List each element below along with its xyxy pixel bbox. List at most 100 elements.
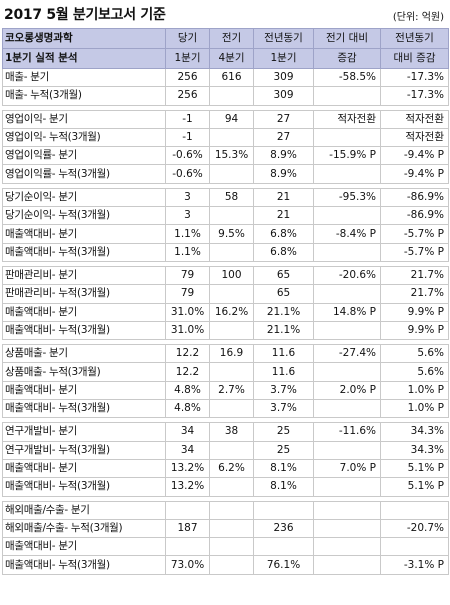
prev-year-quarter-cell: 3.7% (253, 380, 314, 401)
prev-year-quarter-cell: 11.6 (253, 344, 314, 364)
yoy-change-cell: 9.9% P (380, 302, 449, 322)
row-label-cell: 영업이익률- 누적(3개월) (2, 164, 166, 184)
row-label-cell: 매출액대비- 누적(3개월) (2, 320, 166, 341)
table-row: 연구개발비- 분기 34 38 25 -11.6% 34.3% (2, 422, 449, 442)
table-row: 해외매출/수출- 누적(3개월) 187 236 -20.7% (2, 518, 449, 539)
prev-year-quarter-cell: 236 (253, 518, 314, 539)
prev-year-quarter-cell: 8.9% (253, 164, 314, 184)
prev-quarter-cell: 6.2% (209, 458, 254, 479)
qoq-change-cell: -8.4% P (313, 224, 381, 244)
qoq-change-cell (313, 242, 381, 262)
prev-quarter-cell: 616 (209, 67, 254, 88)
qoq-change-cell (313, 537, 381, 557)
row-label-cell: 매출액대비- 분기 (2, 537, 166, 557)
prev-quarter-cell (209, 86, 254, 106)
yoy-change-cell: 5.1% P (380, 458, 449, 479)
table-row: 매출액대비- 누적(3개월) 4.8% 3.7% 1.0% P (2, 399, 449, 419)
row-label-cell: 판매관리비- 분기 (2, 265, 166, 286)
prev-year-quarter-cell: 25 (253, 440, 314, 460)
prev-quarter-cell: 15.3% (209, 146, 254, 166)
current-quarter-cell: 12.2 (165, 344, 210, 364)
col-header-2-line2: 4분기 (209, 48, 254, 69)
current-quarter-cell: -1 (165, 127, 210, 148)
row-label-cell: 판매관리비- 누적(3개월) (2, 284, 166, 304)
prev-quarter-cell: 100 (209, 265, 254, 286)
current-quarter-cell: 4.8% (165, 380, 210, 401)
prev-year-quarter-cell: 27 (253, 109, 314, 129)
prev-quarter-cell: 16.2% (209, 302, 254, 322)
table-row: 연구개발비- 누적(3개월) 34 25 34.3% (2, 440, 449, 460)
yoy-change-cell: -3.1% P (380, 555, 449, 575)
yoy-change-cell: 5.1% P (380, 477, 449, 497)
table-row: 판매관리비- 분기 79 100 65 -20.6% 21.7% (2, 265, 449, 286)
qoq-change-cell: 14.8% P (313, 302, 381, 322)
current-quarter-cell (165, 537, 210, 557)
table-row: 당기순이익- 누적(3개월) 3 21 -86.9% (2, 206, 449, 226)
yoy-change-cell: 21.7% (380, 284, 449, 304)
row-label-cell: 영업이익- 분기 (2, 109, 166, 129)
qoq-change-cell (313, 164, 381, 184)
row-label-cell: 매출액대비- 분기 (2, 224, 166, 244)
current-quarter-cell: 256 (165, 86, 210, 106)
prev-year-quarter-cell: 65 (253, 284, 314, 304)
group-separator (2, 260, 449, 267)
table-row: 영업이익- 누적(3개월) -1 27 적자전환 (2, 127, 449, 148)
table-header: 코오롱생명과학 당기 전기 전년동기 전기 대비 전년동기 1분기 실적 분석 … (2, 28, 449, 69)
row-label-cell: 연구개발비- 분기 (2, 422, 166, 442)
prev-year-quarter-cell (253, 500, 314, 520)
qoq-change-cell (313, 127, 381, 148)
current-quarter-cell: 31.0% (165, 320, 210, 341)
row-label-cell: 매출액대비- 누적(3개월) (2, 399, 166, 419)
prev-quarter-cell: 9.5% (209, 224, 254, 244)
qoq-change-cell: -58.5% (313, 67, 381, 88)
yoy-change-cell: 5.6% (380, 362, 449, 382)
prev-quarter-cell: 58 (209, 187, 254, 208)
current-quarter-cell: 34 (165, 422, 210, 442)
qoq-change-cell (313, 86, 381, 106)
row-label-cell: 매출액대비- 누적(3개월) (2, 242, 166, 262)
current-quarter-cell: -0.6% (165, 164, 210, 184)
prev-quarter-cell (209, 440, 254, 460)
prev-year-quarter-cell: 6.8% (253, 242, 314, 262)
prev-quarter-cell: 94 (209, 109, 254, 129)
prev-quarter-cell (209, 206, 254, 226)
yoy-change-cell (380, 500, 449, 520)
unit-label: (단위: 억원) (392, 12, 444, 23)
period-label: 1분기 실적 분석 (2, 48, 166, 69)
prev-year-quarter-cell: 6.8% (253, 224, 314, 244)
yoy-change-cell: 34.3% (380, 422, 449, 442)
prev-year-quarter-cell: 309 (253, 67, 314, 88)
qoq-change-cell: 2.0% P (313, 380, 381, 401)
yoy-change-cell (380, 537, 449, 557)
yoy-change-cell: -9.4% P (380, 146, 449, 166)
current-quarter-cell: 13.2% (165, 458, 210, 479)
current-quarter-cell: 1.1% (165, 224, 210, 244)
row-label-cell: 매출액대비- 분기 (2, 302, 166, 322)
prev-year-quarter-cell (253, 537, 314, 557)
qoq-change-cell: 적자전환 (313, 109, 381, 129)
row-label-cell: 연구개발비- 누적(3개월) (2, 440, 166, 460)
qoq-change-cell: -27.4% (313, 344, 381, 364)
current-quarter-cell: 12.2 (165, 362, 210, 382)
yoy-change-cell: 1.0% P (380, 380, 449, 401)
prev-year-quarter-cell: 21 (253, 187, 314, 208)
qoq-change-cell: -95.3% (313, 187, 381, 208)
yoy-change-cell: -86.9% (380, 187, 449, 208)
qoq-change-cell (313, 555, 381, 575)
yoy-change-cell: -5.7% P (380, 224, 449, 244)
table-row: 매출액대비- 분기 31.0% 16.2% 21.1% 14.8% P 9.9% P (2, 302, 449, 322)
qoq-change-cell: 7.0% P (313, 458, 381, 479)
table-row: 상품매출- 누적(3개월) 12.2 11.6 5.6% (2, 362, 449, 382)
col-header-2-line1: 전기 (209, 28, 254, 49)
yoy-change-cell: -17.3% (380, 67, 449, 88)
table-row: 영업이익률- 누적(3개월) -0.6% 8.9% -9.4% P (2, 164, 449, 184)
table-row: 해외매출/수출- 분기 (2, 500, 449, 520)
prev-year-quarter-cell: 8.1% (253, 477, 314, 497)
prev-quarter-cell (209, 164, 254, 184)
prev-year-quarter-cell: 8.1% (253, 458, 314, 479)
table-row: 판매관리비- 누적(3개월) 79 65 21.7% (2, 284, 449, 304)
row-label-cell: 매출액대비- 분기 (2, 458, 166, 479)
group-separator (2, 417, 449, 424)
current-quarter-cell: -0.6% (165, 146, 210, 166)
col-header-1-line2: 1분기 (165, 48, 210, 69)
